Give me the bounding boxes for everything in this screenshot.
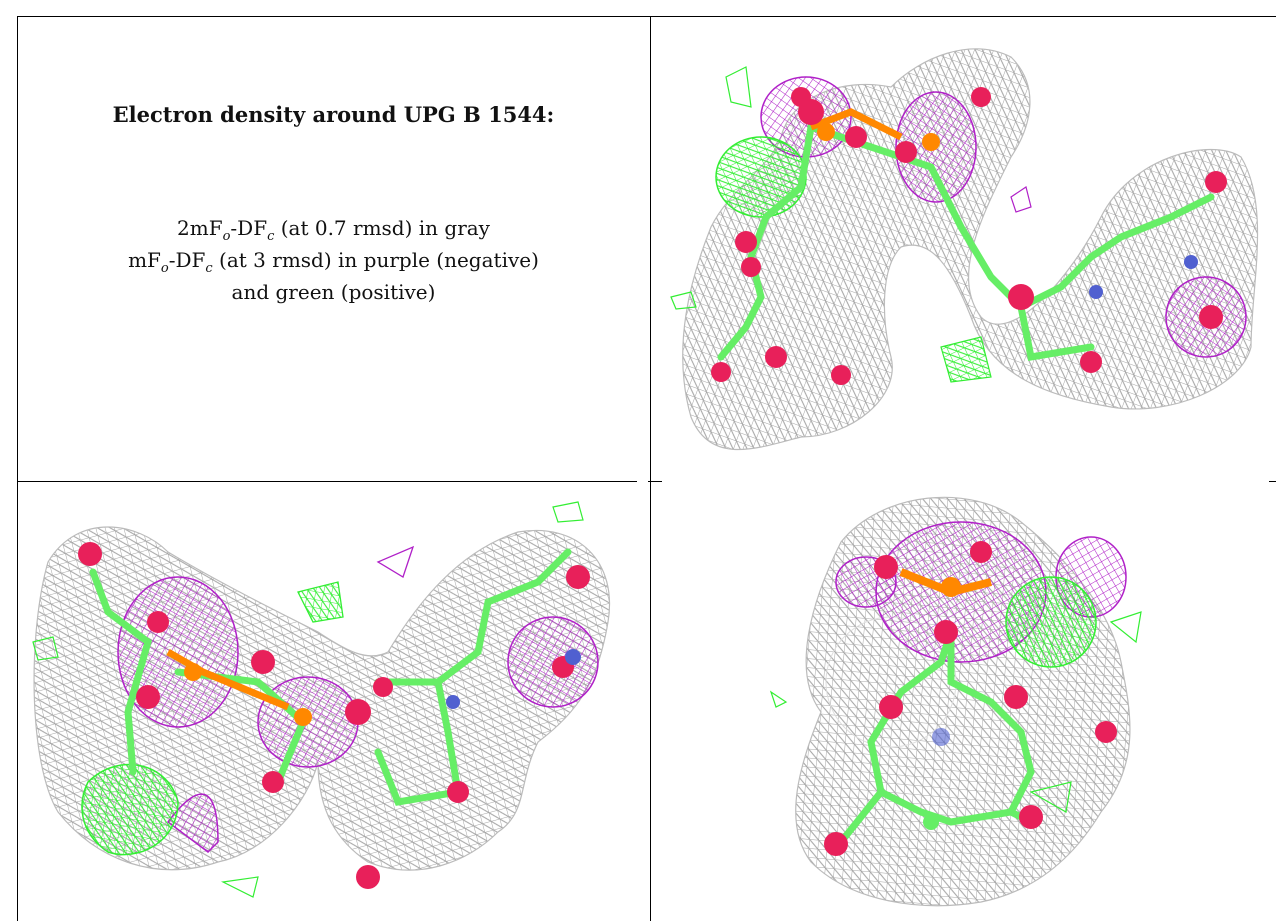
density-render-3 — [769, 496, 1142, 907]
caption-line-colors: and green (positive) — [231, 280, 436, 304]
density-view-bottom-left — [18, 482, 650, 921]
ligand-model-2 — [78, 542, 590, 889]
ligand-model — [711, 87, 1227, 385]
density-render-2 — [32, 501, 610, 898]
ligand-model-3 — [824, 541, 1117, 856]
table-divider-vertical — [650, 16, 651, 921]
table-divider-horizontal-right — [1269, 481, 1276, 482]
figure-table — [17, 16, 1276, 921]
table-divider-horizontal-left — [17, 481, 637, 482]
density-view-bottom-right — [651, 482, 1276, 921]
caption-cell: Electron density around UPG B 1544: 2mFo… — [17, 16, 650, 481]
positive-density-mesh-2 — [32, 501, 584, 898]
density-render-1 — [670, 48, 1259, 450]
table-divider-horizontal-mid — [648, 481, 662, 482]
density-view-top-right — [651, 17, 1276, 481]
positive-density-mesh-3 — [769, 576, 1142, 813]
caption-line-2fofc: 2mFo-DFc (at 0.7 rmsd) in gray — [177, 216, 490, 244]
caption-title: Electron density around UPG B 1544: — [112, 102, 555, 127]
caption-line-fofc: mFo-DFc (at 3 rmsd) in purple (negative) — [128, 248, 539, 276]
